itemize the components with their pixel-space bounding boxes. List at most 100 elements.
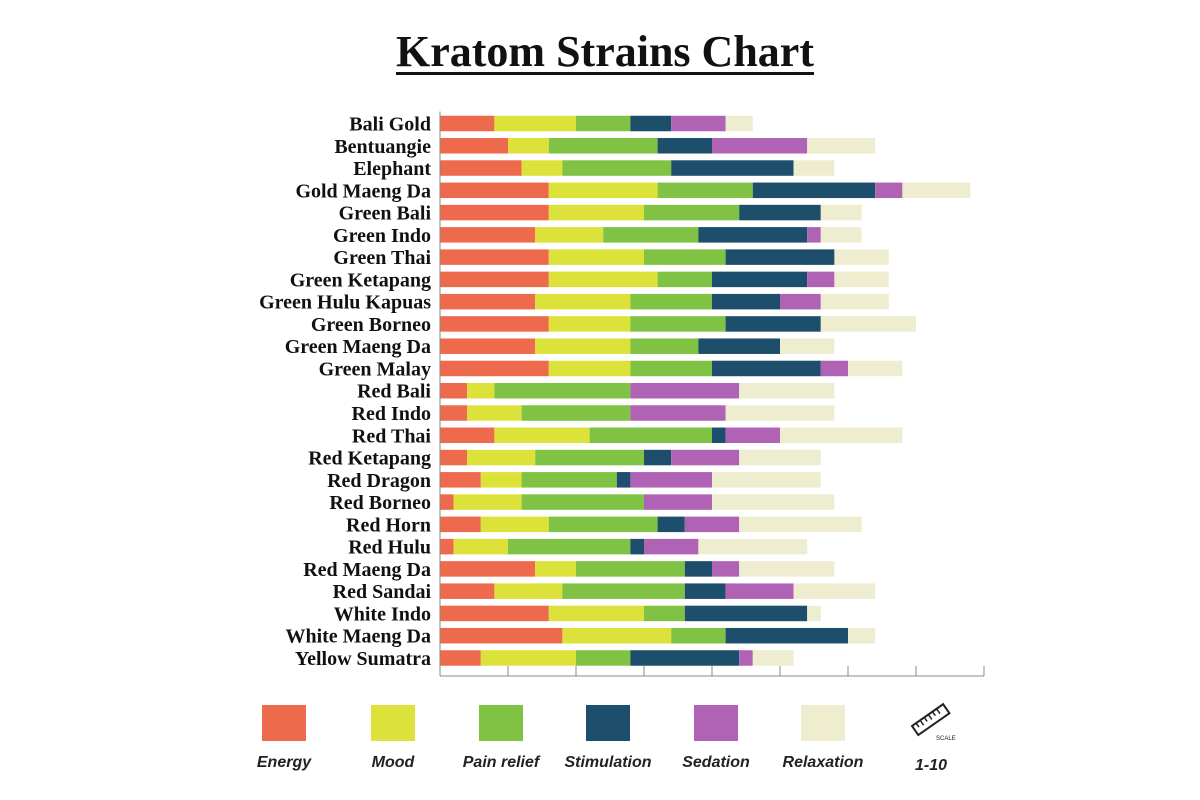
bar-segment — [480, 472, 522, 488]
bar-segment — [440, 516, 481, 533]
bar-segment — [875, 182, 903, 199]
bar-segment — [453, 538, 508, 555]
category-label: Green Borneo — [311, 314, 431, 336]
category-label: Green Malay — [319, 358, 431, 380]
bar-segment — [684, 516, 740, 533]
legend-item-scale: SCALE 1-10 — [861, 700, 1001, 775]
bar-segment — [576, 650, 631, 666]
bar-segment — [644, 449, 672, 466]
category-label: Red Bali — [357, 381, 431, 403]
bar-segment — [453, 494, 522, 510]
bar-segment — [521, 472, 617, 488]
bar-segment — [739, 516, 862, 533]
bar-segment — [739, 449, 821, 466]
bar-segment — [440, 138, 508, 154]
bar-segment — [684, 583, 726, 599]
bar-segment — [440, 293, 536, 310]
bar-segment — [644, 605, 685, 622]
bar-segment — [644, 204, 740, 221]
bar-segment — [576, 561, 685, 577]
category-label: Yellow Sumatra — [295, 648, 431, 670]
bar-segment — [440, 204, 549, 221]
bar-segment — [440, 182, 549, 199]
category-label: Red Thai — [352, 425, 432, 447]
legend-label: Sedation — [682, 754, 750, 771]
bar-segment — [535, 338, 631, 354]
bar-segment — [589, 427, 712, 444]
category-label: Gold Maeng Da — [295, 180, 431, 202]
bar-segment — [603, 227, 699, 243]
bar-segment — [521, 494, 644, 510]
category-label: Red Sandai — [333, 581, 432, 603]
bar-segment — [630, 115, 672, 132]
bar-segment — [739, 561, 835, 577]
bar-segment — [548, 182, 658, 199]
legend-swatch — [479, 705, 523, 741]
bar-segment — [535, 561, 576, 577]
bar-segment — [630, 293, 712, 310]
bar-segment — [712, 271, 808, 288]
bar-segment — [644, 538, 699, 555]
bar-segment — [548, 271, 658, 288]
bar-segment — [440, 405, 468, 421]
bar-segment — [440, 382, 468, 399]
bar-segment — [440, 449, 468, 466]
bar-segment — [440, 538, 454, 555]
bar-segment — [630, 650, 740, 666]
bar-segment — [440, 583, 495, 599]
legend-item: Pain relief — [431, 700, 571, 772]
category-label: Red Ketapang — [308, 448, 431, 470]
bar-segment — [440, 360, 549, 377]
bar-segment — [467, 449, 536, 466]
bar-segment — [440, 227, 536, 243]
bar-segment — [780, 338, 835, 354]
bar-segment — [440, 494, 454, 510]
x-axis — [439, 111, 985, 677]
bar-segment — [752, 650, 794, 666]
bars — [440, 115, 971, 666]
category-label: Green Hulu Kapuas — [259, 292, 431, 314]
bar-segment — [807, 605, 821, 622]
bar-segment — [440, 316, 549, 332]
category-label: Red Indo — [352, 403, 431, 425]
bar-segment — [576, 115, 631, 132]
legend-label: Pain relief — [462, 754, 540, 771]
legend-swatch — [371, 705, 415, 741]
legend-label: Mood — [371, 754, 415, 771]
bar-segment — [657, 271, 712, 288]
bar-segment — [684, 561, 712, 577]
bar-segment — [780, 427, 903, 444]
legend-label: Energy — [256, 754, 312, 771]
bar-segment — [521, 160, 563, 176]
bar-segment — [752, 182, 876, 199]
bar-segment — [630, 316, 726, 332]
bar-segment — [712, 293, 780, 310]
bar-segment — [440, 249, 549, 265]
bar-segment — [834, 271, 889, 288]
bar-segment — [793, 583, 876, 599]
bar-segment — [562, 583, 685, 599]
bar-segment — [548, 360, 631, 377]
bar-segment — [562, 627, 672, 644]
bar-segment — [712, 561, 740, 577]
bar-segment — [630, 472, 712, 488]
legend-swatch — [262, 705, 306, 741]
bar-segment — [698, 338, 780, 354]
bar-segment — [820, 360, 848, 377]
bar-segment — [807, 271, 835, 288]
category-label: Bali Gold — [349, 114, 431, 136]
bar-segment — [630, 360, 712, 377]
bar-segment — [440, 472, 481, 488]
bar-segment — [440, 627, 563, 644]
category-label: Elephant — [353, 158, 431, 180]
bar-segment — [440, 115, 495, 132]
bar-segment — [508, 138, 549, 154]
svg-text:SCALE: SCALE — [936, 736, 956, 742]
bar-segment — [712, 360, 821, 377]
bar-segment — [698, 227, 808, 243]
bar-segment — [780, 293, 821, 310]
bar-segment — [820, 316, 916, 332]
chart-title-text: Kratom Strains Chart — [396, 27, 814, 76]
bar-segment — [535, 227, 604, 243]
